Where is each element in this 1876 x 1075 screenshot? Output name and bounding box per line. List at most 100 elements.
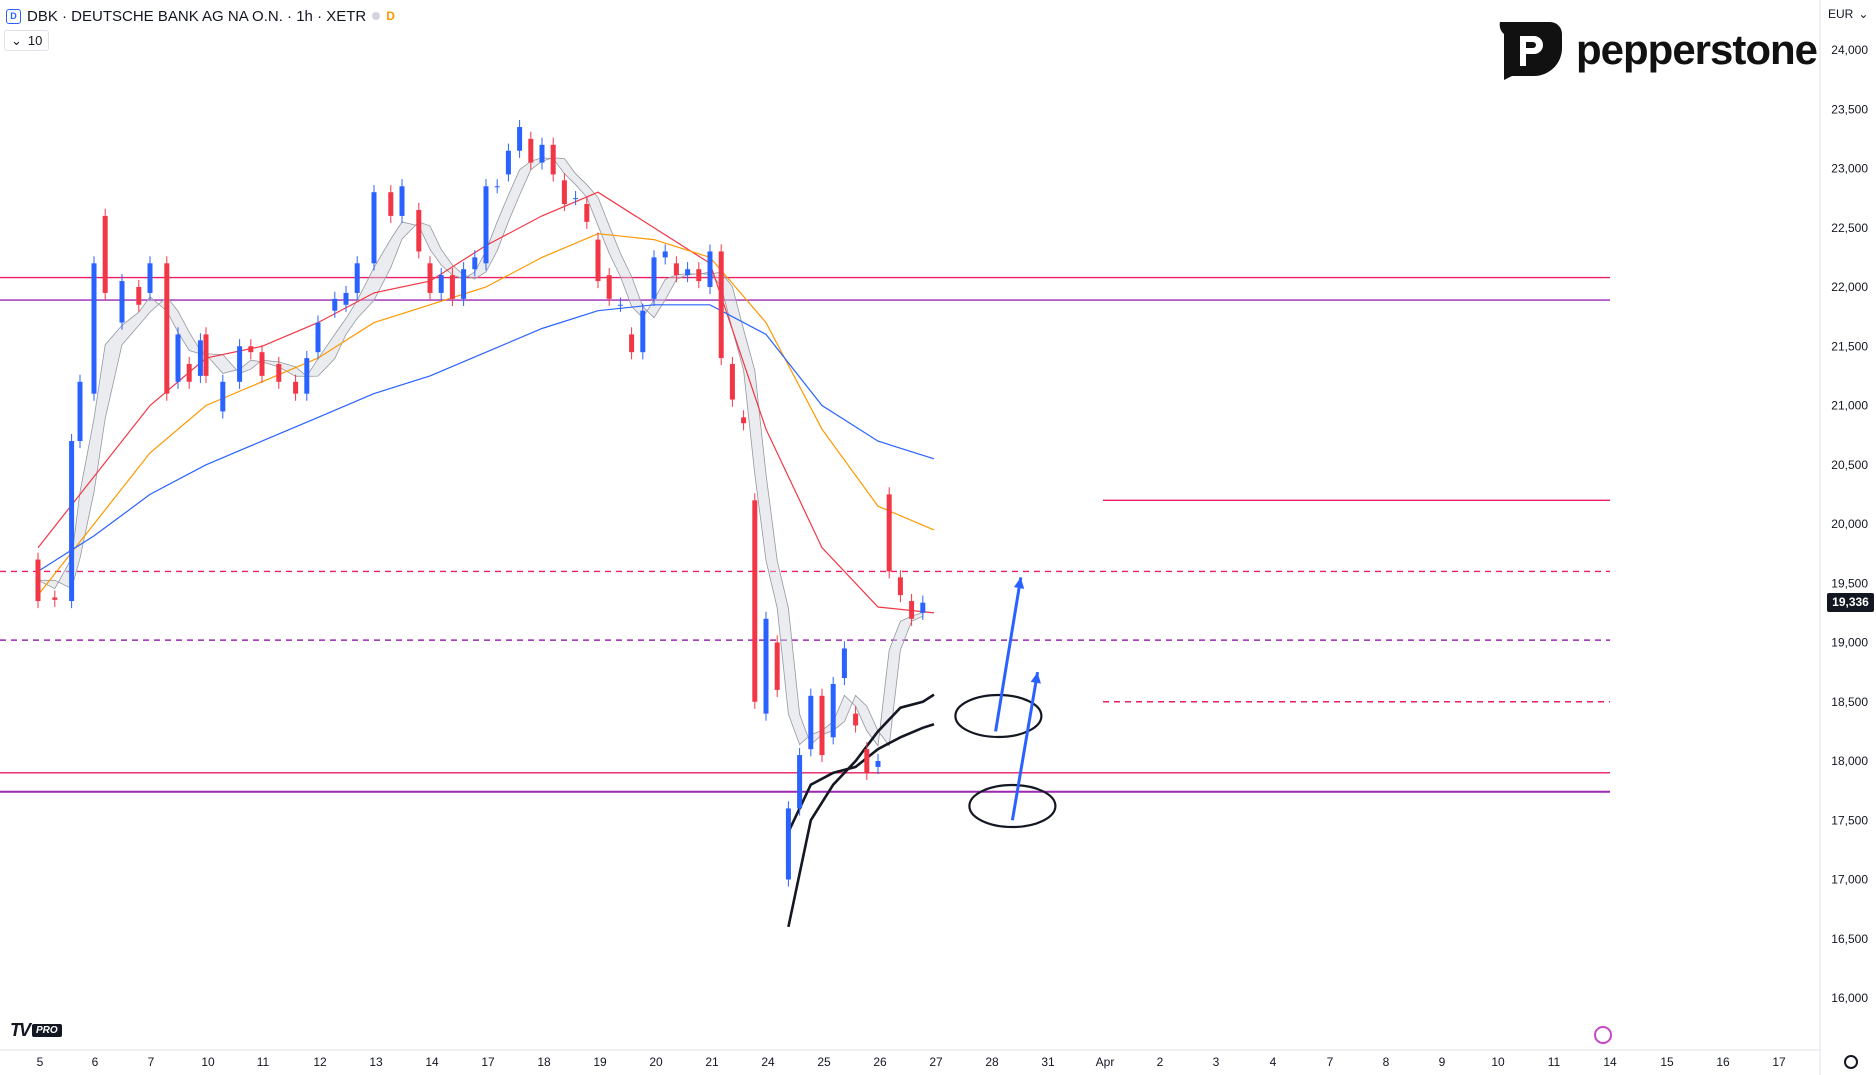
candle-body	[259, 352, 265, 376]
candle	[52, 590, 58, 607]
candle-body	[864, 749, 870, 773]
y-tick-label: 17,500	[1831, 813, 1868, 827]
x-tick-label: 20	[649, 1055, 663, 1069]
candle-body	[808, 695, 814, 750]
candle-body	[640, 310, 646, 353]
candle-body	[461, 269, 467, 299]
x-tick-label: 3	[1213, 1055, 1220, 1069]
candle	[461, 262, 467, 306]
candle	[472, 250, 478, 277]
candle-body	[774, 642, 780, 690]
x-tick-label: 11	[257, 1055, 270, 1069]
candle	[427, 256, 433, 301]
x-tick-label: 14	[425, 1055, 439, 1069]
candle	[354, 256, 360, 301]
candle	[416, 202, 422, 259]
candle-body	[136, 287, 142, 305]
tradingview-logo-icon[interactable]: TV PRO	[10, 1020, 62, 1041]
candle	[164, 256, 170, 401]
candle	[343, 285, 349, 312]
candle	[438, 268, 444, 301]
chart-header: D DBK · DEUTSCHE BANK AG NA O.N. · 1h · …	[6, 5, 395, 27]
candle-body	[584, 204, 590, 222]
volume-indicator[interactable]: ⌄ 10	[4, 30, 50, 51]
candle-body	[304, 358, 310, 394]
y-tick-label: 19,500	[1831, 576, 1868, 590]
candle	[147, 256, 153, 301]
chart-title: DBK · DEUTSCHE BANK AG NA O.N. · 1h · XE…	[27, 7, 367, 25]
status-dot	[372, 12, 381, 20]
chevron-down-icon[interactable]: ⌄	[11, 32, 22, 48]
candle	[528, 131, 534, 170]
x-tick-label: 7	[148, 1055, 155, 1069]
candle-body	[220, 381, 226, 412]
candle-body	[119, 281, 125, 323]
candle	[584, 196, 590, 229]
candle-body	[483, 186, 489, 264]
candle-body	[399, 186, 405, 216]
candle	[573, 191, 579, 206]
ema-ribbon	[37, 157, 924, 747]
annotation-ellipse	[968, 783, 1057, 829]
ribbon-band	[37, 157, 924, 747]
y-tick-label: 17,000	[1831, 873, 1868, 887]
candle-body	[343, 292, 349, 305]
candle-body	[494, 186, 500, 188]
x-tick-label: 15	[1660, 1055, 1674, 1069]
settings-icon[interactable]	[1844, 1055, 1858, 1069]
candle	[808, 688, 814, 757]
candle	[561, 173, 567, 212]
candle-body	[472, 257, 478, 270]
candle-body	[752, 500, 758, 702]
candle	[276, 356, 282, 389]
candle	[718, 244, 724, 366]
candle-body	[539, 144, 545, 163]
candle-body	[662, 251, 668, 258]
brand-name: pepperstone	[1576, 26, 1818, 73]
x-tick-label: 18	[537, 1055, 551, 1069]
candle-body	[875, 761, 881, 767]
annotation-arrowhead	[1030, 672, 1041, 684]
x-tick-label: 31	[1041, 1055, 1055, 1069]
currency-selector[interactable]: EUR ⌄	[1828, 7, 1868, 21]
candle	[629, 327, 635, 360]
candle	[763, 611, 769, 721]
last-price-tag: 19,336	[1827, 592, 1874, 612]
candle	[651, 250, 657, 306]
candle-body	[354, 263, 360, 293]
candle	[505, 143, 511, 182]
candles	[35, 119, 926, 887]
candle-body	[371, 192, 377, 264]
candle	[197, 333, 203, 383]
candle	[853, 706, 859, 733]
candle-body	[438, 275, 444, 293]
y-tick-label: 22,500	[1831, 221, 1868, 235]
candle-body	[528, 138, 534, 163]
candle	[875, 753, 881, 775]
x-tick-label: Apr	[1096, 1055, 1115, 1069]
candle-body	[147, 263, 153, 293]
price-axis: 24,000 23,500 23,000 22,500 22,000 21,500 21,0…	[1831, 43, 1868, 1005]
candle-body	[164, 263, 170, 394]
candle-body	[505, 150, 511, 175]
candle-body	[797, 755, 803, 809]
annotation-arrowhead	[1013, 577, 1025, 589]
candle	[662, 244, 668, 265]
candle	[685, 262, 691, 283]
candle-body	[550, 144, 556, 175]
alert-icon[interactable]	[1594, 1026, 1612, 1044]
y-tick-label: 21,000	[1831, 399, 1868, 413]
candle-body	[52, 597, 58, 600]
candle	[797, 747, 803, 816]
candle	[886, 487, 892, 579]
x-tick-label: 2	[1157, 1055, 1164, 1069]
candle-body	[35, 559, 41, 602]
candle-body	[763, 618, 769, 714]
candle-body	[853, 713, 859, 726]
candle	[864, 742, 870, 780]
candle	[136, 279, 142, 312]
candle	[517, 119, 523, 158]
candle	[752, 493, 758, 709]
x-tick-label: 10	[1491, 1055, 1505, 1069]
